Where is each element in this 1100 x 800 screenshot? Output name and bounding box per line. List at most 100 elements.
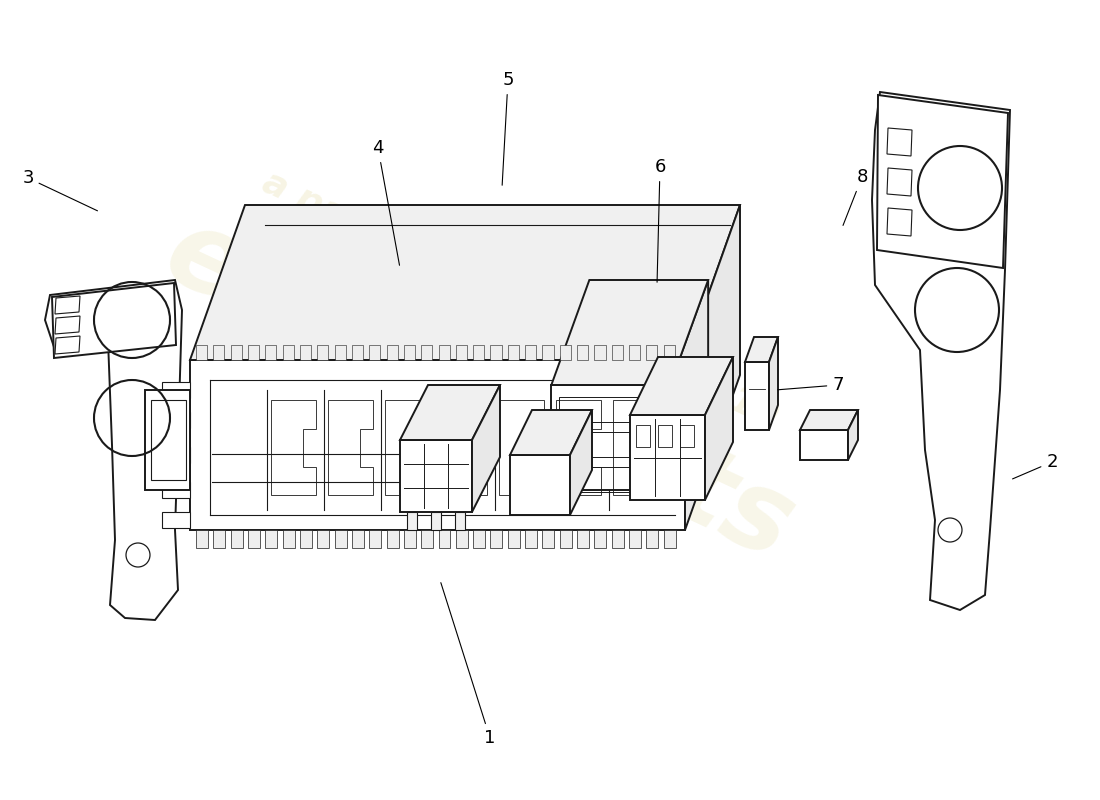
Polygon shape — [630, 415, 705, 500]
Polygon shape — [386, 530, 398, 548]
Polygon shape — [647, 345, 658, 360]
Polygon shape — [404, 345, 415, 360]
Polygon shape — [594, 345, 605, 360]
Polygon shape — [300, 530, 312, 548]
Polygon shape — [745, 337, 778, 362]
Polygon shape — [508, 345, 519, 360]
Polygon shape — [196, 530, 208, 548]
Polygon shape — [578, 345, 588, 360]
Polygon shape — [872, 92, 1010, 610]
Polygon shape — [560, 530, 572, 548]
Polygon shape — [370, 345, 381, 360]
Polygon shape — [334, 345, 345, 360]
Polygon shape — [317, 530, 329, 548]
Polygon shape — [283, 530, 295, 548]
Polygon shape — [162, 412, 190, 428]
Polygon shape — [525, 530, 537, 548]
Polygon shape — [473, 530, 485, 548]
Text: 7: 7 — [778, 376, 844, 394]
Polygon shape — [663, 345, 674, 360]
Polygon shape — [421, 530, 433, 548]
Polygon shape — [370, 530, 382, 548]
Polygon shape — [283, 345, 294, 360]
Polygon shape — [630, 357, 733, 415]
Polygon shape — [265, 345, 276, 360]
Polygon shape — [542, 530, 554, 548]
Polygon shape — [510, 410, 592, 455]
Polygon shape — [848, 410, 858, 460]
Polygon shape — [248, 345, 260, 360]
Polygon shape — [877, 95, 1008, 268]
Text: 4: 4 — [372, 139, 399, 266]
Polygon shape — [685, 205, 740, 530]
Polygon shape — [145, 390, 190, 490]
Polygon shape — [190, 205, 740, 360]
Polygon shape — [473, 345, 484, 360]
Polygon shape — [400, 440, 472, 512]
Polygon shape — [386, 345, 398, 360]
Text: eurosparts: eurosparts — [150, 198, 811, 582]
Polygon shape — [190, 360, 685, 530]
Text: 6: 6 — [654, 158, 666, 282]
Polygon shape — [570, 410, 592, 515]
Text: 2: 2 — [1013, 453, 1058, 479]
Polygon shape — [745, 362, 769, 430]
Polygon shape — [629, 530, 641, 548]
Polygon shape — [612, 345, 623, 360]
Polygon shape — [300, 345, 311, 360]
Polygon shape — [352, 345, 363, 360]
Polygon shape — [213, 530, 226, 548]
Polygon shape — [431, 512, 441, 530]
Polygon shape — [455, 512, 465, 530]
Polygon shape — [334, 530, 346, 548]
Polygon shape — [352, 530, 364, 548]
Polygon shape — [421, 345, 432, 360]
Polygon shape — [162, 482, 190, 498]
Polygon shape — [439, 530, 451, 548]
Polygon shape — [508, 530, 520, 548]
Polygon shape — [248, 530, 260, 548]
Polygon shape — [629, 345, 640, 360]
Text: 8: 8 — [843, 168, 868, 226]
Polygon shape — [525, 345, 536, 360]
Polygon shape — [162, 512, 190, 528]
Polygon shape — [594, 530, 606, 548]
Polygon shape — [663, 530, 675, 548]
Polygon shape — [231, 530, 243, 548]
Polygon shape — [265, 530, 277, 548]
Polygon shape — [52, 283, 176, 358]
Polygon shape — [612, 530, 624, 548]
Polygon shape — [542, 345, 553, 360]
Polygon shape — [705, 357, 733, 500]
Polygon shape — [407, 512, 417, 530]
Polygon shape — [551, 280, 708, 385]
Polygon shape — [231, 345, 242, 360]
Polygon shape — [455, 345, 466, 360]
Polygon shape — [560, 345, 571, 360]
Text: 3: 3 — [22, 169, 98, 211]
Polygon shape — [769, 337, 778, 430]
Polygon shape — [45, 280, 182, 620]
Polygon shape — [800, 410, 858, 430]
Polygon shape — [400, 385, 500, 440]
Text: 5: 5 — [503, 71, 514, 186]
Polygon shape — [647, 530, 658, 548]
Polygon shape — [800, 430, 848, 460]
Polygon shape — [404, 530, 416, 548]
Polygon shape — [162, 447, 190, 463]
Polygon shape — [472, 385, 500, 512]
Polygon shape — [670, 280, 708, 490]
Polygon shape — [510, 455, 570, 515]
Polygon shape — [578, 530, 590, 548]
Polygon shape — [551, 385, 670, 490]
Polygon shape — [196, 345, 207, 360]
Polygon shape — [317, 345, 329, 360]
Polygon shape — [491, 530, 503, 548]
Text: a passion for parts since 19: a passion for parts since 19 — [256, 166, 783, 434]
Polygon shape — [439, 345, 450, 360]
Polygon shape — [213, 345, 224, 360]
Polygon shape — [162, 382, 190, 398]
Polygon shape — [455, 530, 468, 548]
Polygon shape — [491, 345, 502, 360]
Text: 1: 1 — [441, 582, 496, 747]
